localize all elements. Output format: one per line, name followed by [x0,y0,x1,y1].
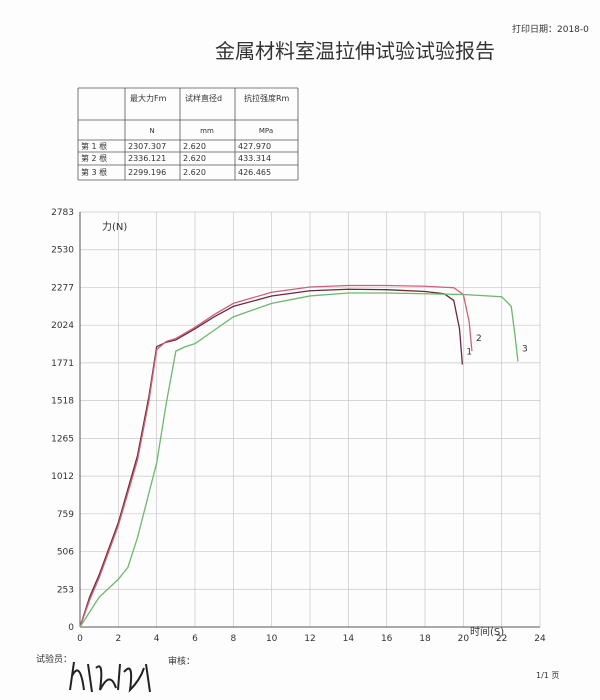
y-tick-label: 759 [57,510,74,520]
table-unit: MPa [259,127,273,135]
x-tick-label: 6 [192,634,198,644]
y-tick-label: 253 [57,585,74,595]
y-tick-label: 1518 [51,397,74,407]
x-tick-label: 18 [419,634,431,644]
x-tick-label: 16 [381,634,393,644]
table-cell: 2.620 [183,142,206,151]
table-header: 试样直径d [185,93,222,103]
force-curve [79,288,464,628]
reviewer-label: 审核： [168,655,195,667]
y-tick-label: 2024 [51,321,74,331]
row-label: 第 3 根 [81,167,107,177]
curve-label: 1 [466,348,472,358]
signature [69,661,151,693]
force-curve [79,284,473,628]
y-tick-label: 0 [68,623,74,633]
table-cell: 2.620 [183,154,206,163]
y-tick-label: 2530 [51,246,74,256]
x-tick-label: 12 [304,634,315,644]
x-tick-label: 14 [343,634,355,644]
y-axis-label: 力(N) [102,220,127,233]
force-curve [79,292,519,628]
result-table: 最大力Fm 试样直径d 抗拉强度Rm N mm MPa 第 1 根 2307.307 2.620… [77,87,299,181]
x-tick-label: 20 [458,634,470,644]
x-tick-label: 22 [496,634,507,644]
table-cell: 2299.196 [128,168,166,177]
x-tick-label: 0 [77,634,83,644]
table-header: 抗拉强度Rm [244,93,290,103]
table-cell: 427.970 [238,142,271,151]
curve-label: 2 [476,334,482,344]
report-title: 金属材料室温拉伸试验试验报告 [215,39,495,63]
force-time-chart: 0253506759101212651518177120242277253027… [51,208,546,644]
table-cell: 2336.121 [128,154,166,163]
row-label: 第 1 根 [81,141,107,151]
y-tick-label: 1012 [51,472,74,482]
page-number: 1/1 页 [536,671,559,680]
table-cell: 426.465 [238,168,271,177]
x-tick-label: 4 [154,634,160,644]
table-unit: mm [200,127,214,135]
y-tick-label: 1265 [51,434,74,444]
table-unit: N [149,127,154,135]
tester-label: 试验员： [36,653,72,665]
y-tick-label: 2783 [51,208,74,218]
row-label: 第 2 根 [81,153,107,163]
print-date: 打印日期：2018-0 [512,23,589,35]
table-cell: 2.620 [183,168,206,177]
table-cell: 433.314 [238,154,271,163]
x-tick-label: 2 [115,634,121,644]
y-tick-label: 2277 [51,283,74,293]
y-tick-label: 506 [57,548,74,558]
table-header: 最大力Fm [130,93,167,103]
y-tick-label: 1771 [51,359,74,369]
curve-label: 3 [522,345,528,355]
x-tick-label: 24 [534,634,546,644]
x-tick-label: 8 [230,634,236,644]
x-axis-label: 时间(S) [470,625,504,638]
table-cell: 2307.307 [128,142,166,151]
x-tick-label: 10 [266,634,278,644]
